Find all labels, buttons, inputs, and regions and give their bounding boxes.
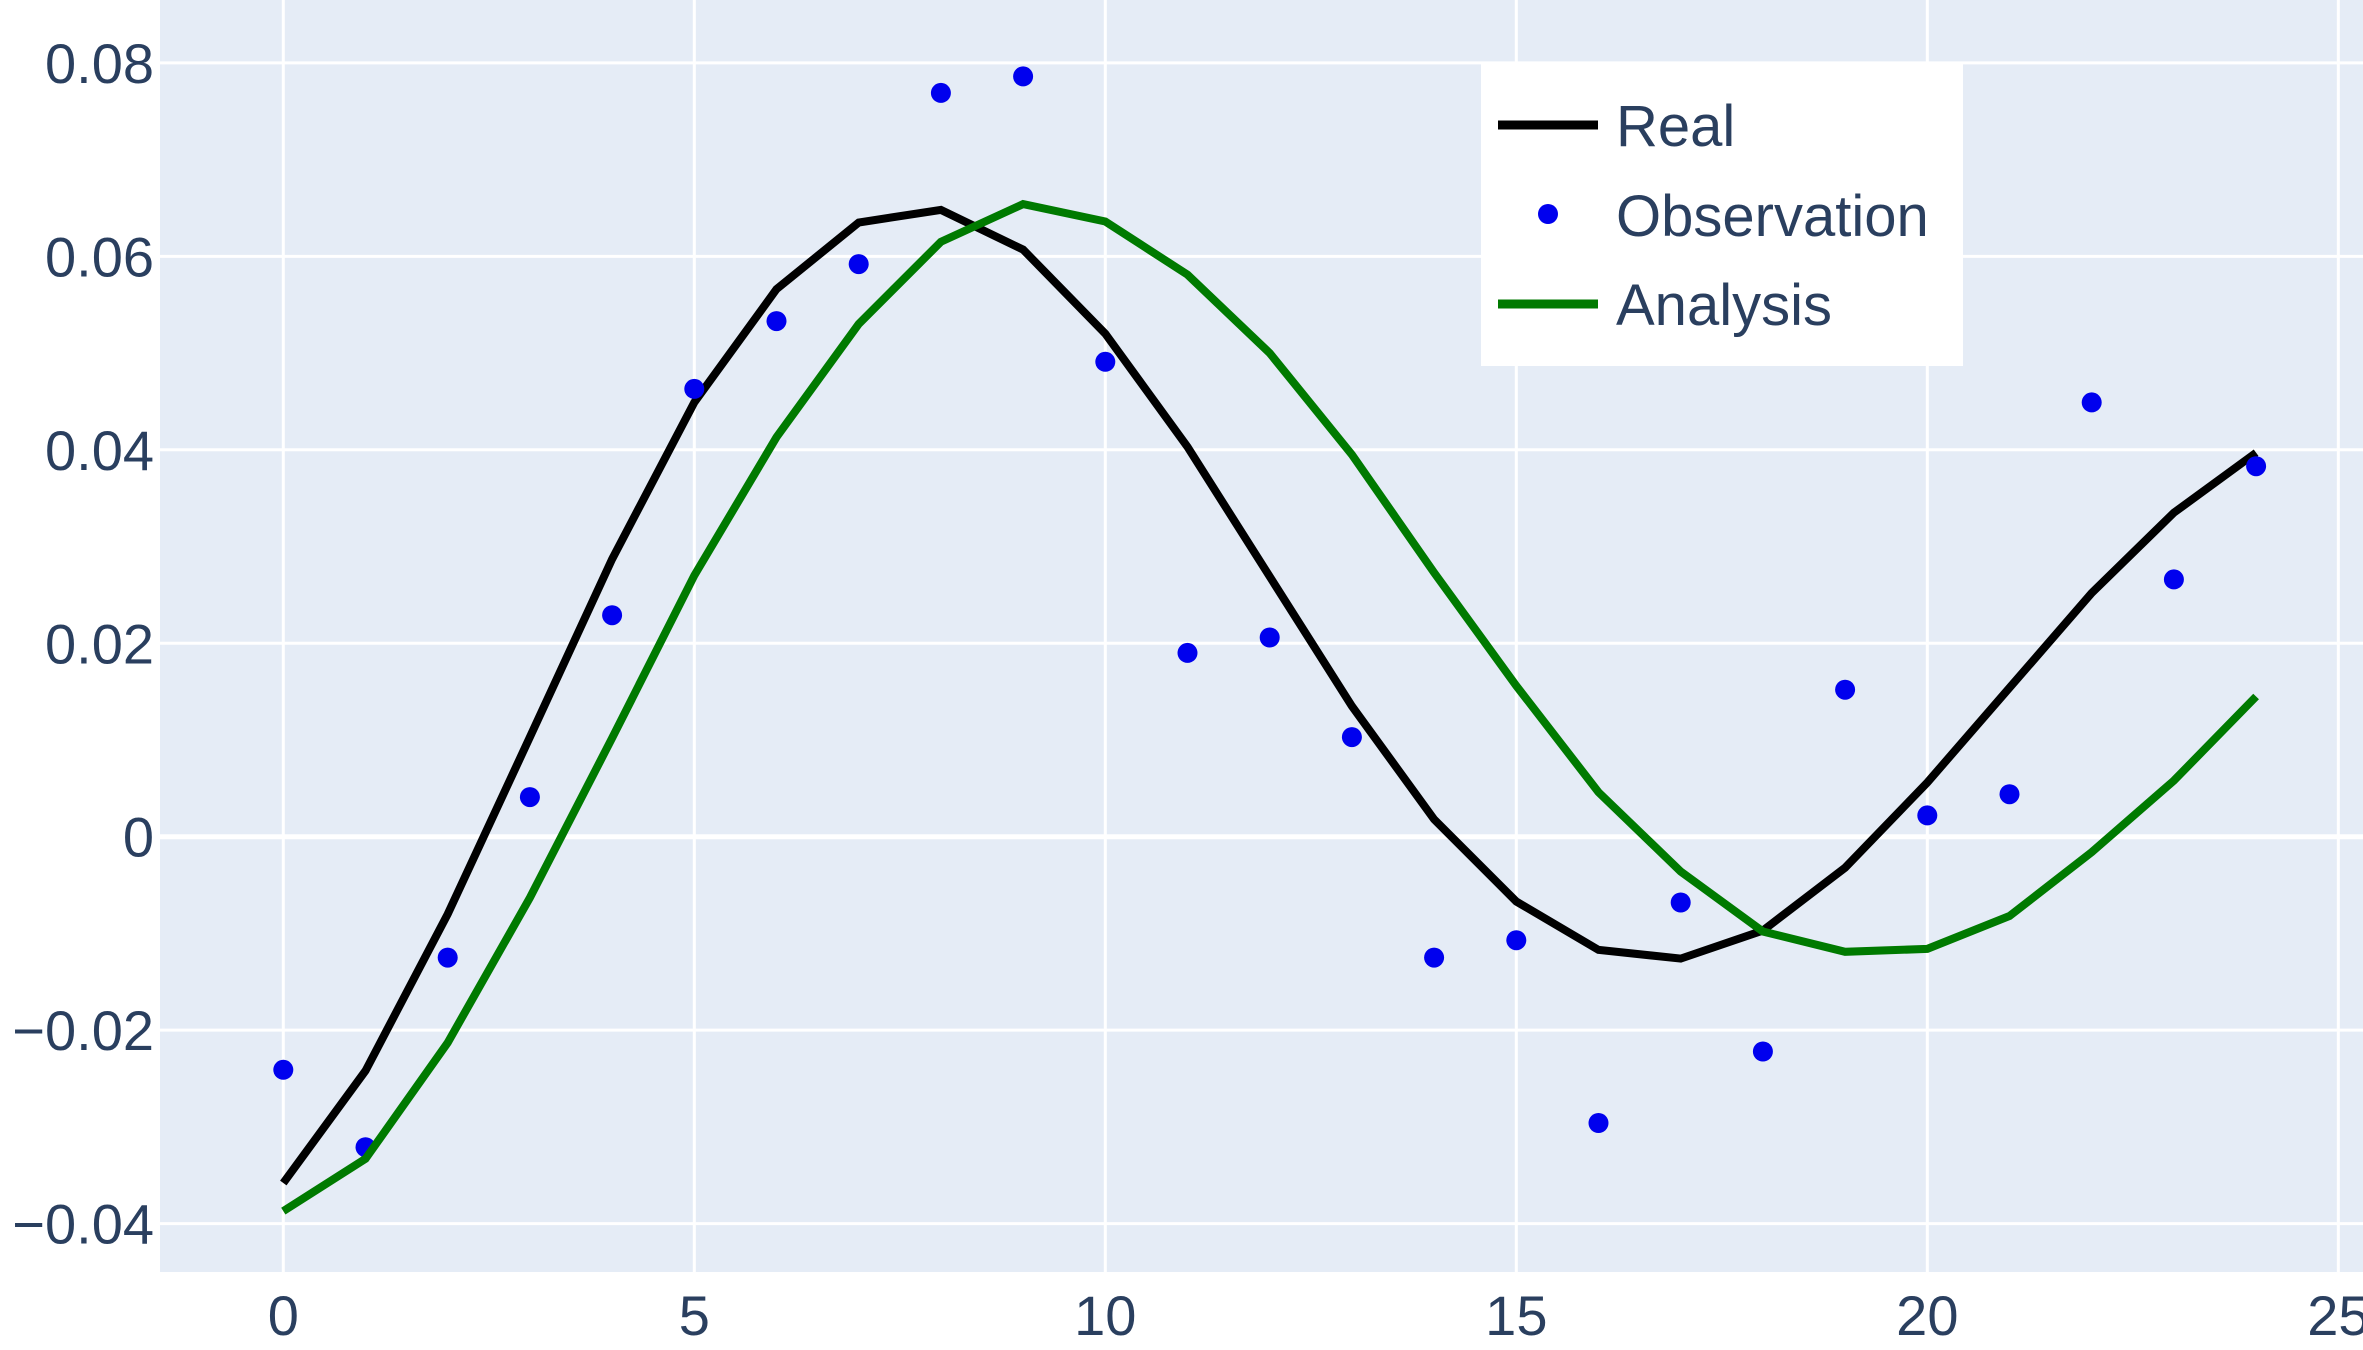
legend-label-analysis: Analysis — [1616, 273, 1832, 338]
x-tick-label: 20 — [1896, 1284, 1958, 1347]
grid — [160, 0, 2363, 1272]
series-line-analysis — [281, 199, 2259, 1215]
data-point-observation — [766, 311, 787, 332]
series-line-real — [280, 205, 2259, 1186]
data-point-observation — [1259, 627, 1280, 648]
data-point-observation — [519, 787, 540, 808]
data-point-observation — [602, 605, 623, 626]
legend-label-observation: Observation — [1616, 184, 1929, 249]
x-tick-label: 10 — [1074, 1284, 1136, 1347]
x-tick-label: 5 — [679, 1284, 710, 1347]
data-point-observation — [273, 1059, 294, 1080]
data-point-observation — [1917, 805, 1938, 826]
data-point-observation — [930, 82, 951, 103]
y-axis-ticks: −0.04 −0.02 0 0.02 0.04 0.06 0.08 — [12, 32, 154, 1256]
legend-swatch-observation — [1538, 204, 1558, 224]
data-point-observation — [1341, 727, 1362, 748]
legend-label-real: Real — [1616, 94, 1735, 159]
legend-item-real[interactable]: Real — [1498, 94, 1735, 159]
data-point-observation — [1013, 66, 1034, 87]
x-tick-label: 25 — [2307, 1284, 2363, 1347]
legend-item-observation[interactable]: Observation — [1538, 184, 1929, 249]
data-point-observation — [1670, 892, 1691, 913]
data-point-observation — [1506, 930, 1527, 951]
x-tick-label: 15 — [1485, 1284, 1547, 1347]
y-tick-label: 0.08 — [45, 32, 154, 95]
data-point-observation — [2246, 456, 2267, 477]
x-tick-label: 0 — [268, 1284, 299, 1347]
y-tick-label: 0.06 — [45, 225, 154, 288]
data-point-observation — [1999, 784, 2020, 805]
data-point-observation — [1177, 642, 1198, 663]
data-point-observation — [848, 254, 869, 275]
legend-box — [1481, 63, 1963, 366]
y-tick-label: 0 — [123, 806, 154, 869]
legend: Real Observation Analysis — [1481, 63, 1963, 366]
data-point-observation — [1752, 1041, 1773, 1062]
data-point-observation — [1588, 1113, 1609, 1133]
y-tick-label: 0.04 — [45, 419, 154, 482]
y-tick-label: −0.04 — [12, 1193, 154, 1256]
y-tick-label: 0.02 — [45, 612, 154, 675]
data-point-observation — [437, 947, 458, 968]
data-point-observation — [1424, 947, 1445, 968]
data-point-observation — [2081, 392, 2102, 413]
data-point-observation — [1835, 679, 1856, 700]
data-point-observation — [2163, 569, 2184, 590]
x-axis-ticks: 0 5 10 15 20 25 — [268, 1284, 2363, 1347]
data-point-observation — [1095, 351, 1116, 372]
data-point-observation — [684, 378, 705, 399]
series-layer — [273, 66, 2267, 1215]
y-tick-label: −0.02 — [12, 999, 154, 1062]
legend-item-analysis[interactable]: Analysis — [1498, 273, 1832, 338]
